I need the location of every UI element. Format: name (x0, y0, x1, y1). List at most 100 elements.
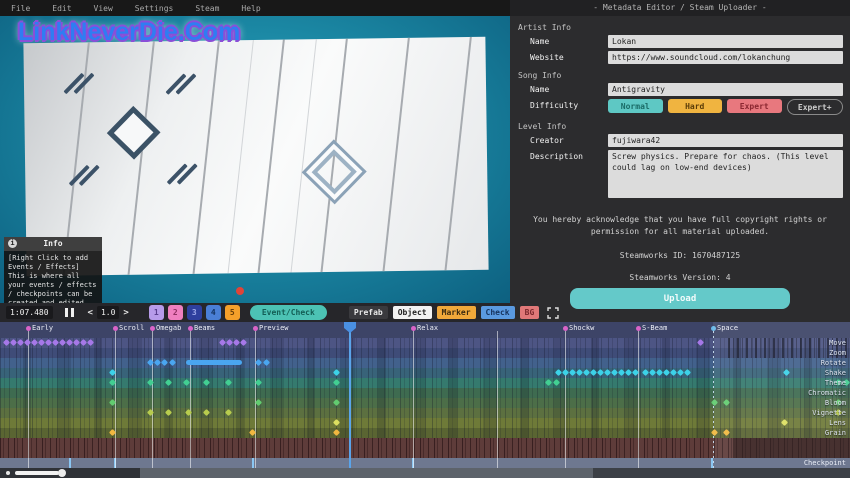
menu-item-edit[interactable]: Edit (52, 3, 72, 13)
difficulty-expert+[interactable]: Expert+ (786, 99, 843, 115)
event-marker[interactable] (544, 378, 553, 387)
website-input[interactable] (608, 51, 843, 64)
event-marker[interactable] (669, 368, 678, 377)
event-marker[interactable] (254, 378, 263, 387)
event-marker[interactable] (582, 368, 591, 377)
track-grain[interactable]: Grain (0, 428, 850, 438)
event-marker[interactable] (254, 398, 263, 407)
creator-input[interactable] (608, 134, 843, 147)
group-button-5[interactable]: 5 (224, 305, 240, 320)
event-marker[interactable] (160, 358, 169, 367)
event-marker[interactable] (2, 338, 11, 347)
event-marker[interactable] (641, 368, 650, 377)
checkpoint-dot[interactable] (636, 326, 641, 331)
event-marker[interactable] (225, 338, 234, 347)
event-marker[interactable] (153, 358, 162, 367)
event-marker[interactable] (332, 428, 341, 437)
checkpoint-track[interactable]: Checkpoint (0, 458, 850, 468)
description-input[interactable]: Screw physics. Prepare for chaos. (This … (608, 150, 843, 198)
event-marker[interactable] (617, 368, 626, 377)
event-marker[interactable] (624, 368, 633, 377)
event-marker[interactable] (224, 408, 233, 417)
checkpoint-dot[interactable] (113, 326, 118, 331)
event-marker[interactable] (202, 408, 211, 417)
event-marker[interactable] (37, 338, 46, 347)
track-bloom[interactable]: Bloom (0, 398, 850, 408)
event-marker[interactable] (648, 368, 657, 377)
speed-up-button[interactable]: > (123, 307, 129, 318)
song-name-input[interactable] (608, 83, 843, 96)
event-marker[interactable] (332, 378, 341, 387)
checkpoint-dot[interactable] (26, 326, 31, 331)
checkpoint-dot[interactable] (150, 326, 155, 331)
event-capsule[interactable] (186, 360, 242, 365)
difficulty-normal[interactable]: Normal (608, 99, 663, 113)
event-marker[interactable] (554, 368, 563, 377)
playhead-handle[interactable] (344, 322, 356, 333)
event-marker[interactable] (182, 378, 191, 387)
event-marker[interactable] (232, 338, 241, 347)
event-marker[interactable] (30, 338, 39, 347)
event-marker[interactable] (552, 378, 561, 387)
event-marker[interactable] (65, 338, 74, 347)
event-marker[interactable] (655, 368, 664, 377)
track-zoom[interactable]: Zoom (0, 348, 850, 358)
checkpoint-dot[interactable] (188, 326, 193, 331)
checkpoint-label-row[interactable]: Early Scroll Omegab Beams Preview Relax Shockw… (0, 322, 850, 338)
difficulty-hard[interactable]: Hard (667, 99, 722, 113)
event-marker[interactable] (262, 358, 271, 367)
track-theme[interactable]: Theme (0, 378, 850, 388)
checkpoint-dot[interactable] (711, 326, 716, 331)
group-button-3[interactable]: 3 (186, 305, 202, 320)
event-marker[interactable] (676, 368, 685, 377)
checkpoint-dot[interactable] (253, 326, 258, 331)
event-check-button[interactable]: Event/Check (249, 305, 327, 320)
menu-item-file[interactable]: File (11, 3, 31, 13)
group-button-1[interactable]: 1 (148, 305, 164, 320)
zoom-out-dot[interactable] (6, 471, 10, 475)
event-marker[interactable] (568, 368, 577, 377)
fullscreen-icon[interactable] (547, 306, 559, 319)
track-move[interactable]: Move (0, 338, 850, 348)
timeline-zoom-control[interactable] (0, 468, 140, 478)
menu-item-view[interactable]: View (93, 3, 113, 13)
event-marker[interactable] (254, 358, 263, 367)
checkpoint-tick[interactable] (252, 458, 254, 468)
track-vignette[interactable]: Vignette (0, 408, 850, 418)
track-chromatic[interactable]: Chromatic (0, 388, 850, 398)
event-marker[interactable] (44, 338, 53, 347)
difficulty-expert[interactable]: Expert (727, 99, 782, 113)
mode-button-object[interactable]: Object (392, 306, 432, 319)
mode-button-marker[interactable]: Marker (436, 306, 476, 319)
mode-button-check[interactable]: Check (480, 306, 515, 319)
event-marker[interactable] (168, 358, 177, 367)
event-marker[interactable] (561, 368, 570, 377)
event-marker[interactable] (332, 418, 341, 427)
event-marker[interactable] (589, 368, 598, 377)
event-marker[interactable] (603, 368, 612, 377)
pause-button[interactable] (64, 308, 74, 317)
game-canvas[interactable]: LinkNeverDie.Com i Info (0, 16, 510, 303)
event-marker[interactable] (696, 338, 705, 347)
event-marker[interactable] (332, 398, 341, 407)
event-marker[interactable] (9, 338, 18, 347)
track-lens[interactable]: Lens (0, 418, 850, 428)
checkpoint-tick[interactable] (711, 458, 713, 468)
scrollbar-thumb[interactable] (140, 468, 593, 478)
event-marker[interactable] (596, 368, 605, 377)
track-shake[interactable]: Shake (0, 368, 850, 378)
event-marker[interactable] (575, 368, 584, 377)
event-marker[interactable] (79, 338, 88, 347)
event-marker[interactable] (683, 368, 692, 377)
event-marker[interactable] (332, 368, 341, 377)
event-marker[interactable] (164, 378, 173, 387)
event-marker[interactable] (58, 338, 67, 347)
zoom-slider-knob[interactable] (58, 469, 66, 477)
menu-item-help[interactable]: Help (241, 3, 261, 13)
event-marker[interactable] (239, 338, 248, 347)
checkpoint-dot[interactable] (411, 326, 416, 331)
event-marker[interactable] (51, 338, 60, 347)
event-marker[interactable] (164, 408, 173, 417)
event-marker[interactable] (218, 338, 227, 347)
event-marker[interactable] (202, 378, 211, 387)
